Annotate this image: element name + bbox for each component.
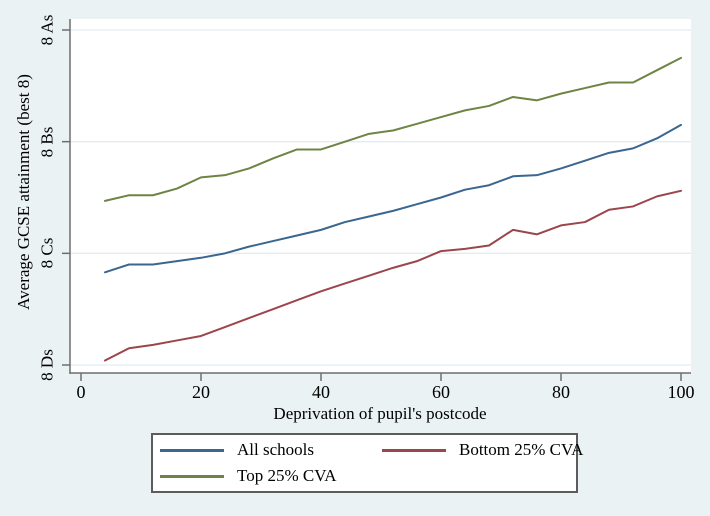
x-tick-label: 60	[432, 382, 450, 402]
line-top-25-cva	[104, 56, 682, 202]
line-all-schools	[104, 123, 682, 274]
x-tick-label: 100	[667, 382, 695, 402]
plot-area	[62, 19, 691, 381]
legend: All schools Bottom 25% CVA Top 25% CVA	[151, 433, 583, 493]
legend-entry-top-25-cva: Top 25% CVA	[160, 463, 382, 489]
legend-label: All schools	[237, 440, 314, 459]
plot-background	[70, 19, 691, 373]
x-tick-label: 0	[76, 382, 86, 402]
legend-line-swatch-top-25-cva	[160, 474, 224, 478]
y-tick-label: 8 Bs	[37, 126, 57, 158]
x-tick-label: 20	[192, 382, 210, 402]
legend-label: Bottom 25% CVA	[459, 440, 584, 459]
line-bottom-25-cva	[104, 189, 682, 362]
x-axis-title: Deprivation of pupil's postcode	[273, 404, 487, 423]
x-tick-label: 40	[312, 382, 330, 402]
y-tick-label: 8 Ds	[37, 349, 57, 381]
legend-line-swatch-bottom-25-cva	[382, 448, 446, 452]
legend-entry-bottom-25-cva: Bottom 25% CVA	[382, 437, 583, 463]
y-tick-label: 8 As	[37, 14, 57, 46]
legend-line-swatch-all-schools	[160, 448, 224, 452]
x-tick-label: 80	[552, 382, 570, 402]
legend-entry-all-schools: All schools	[160, 437, 382, 463]
y-tick-label: 8 Cs	[37, 237, 57, 269]
legend-label: Top 25% CVA	[237, 466, 337, 485]
y-axis-title: Average GCSE attainment (best 8)	[14, 74, 33, 310]
